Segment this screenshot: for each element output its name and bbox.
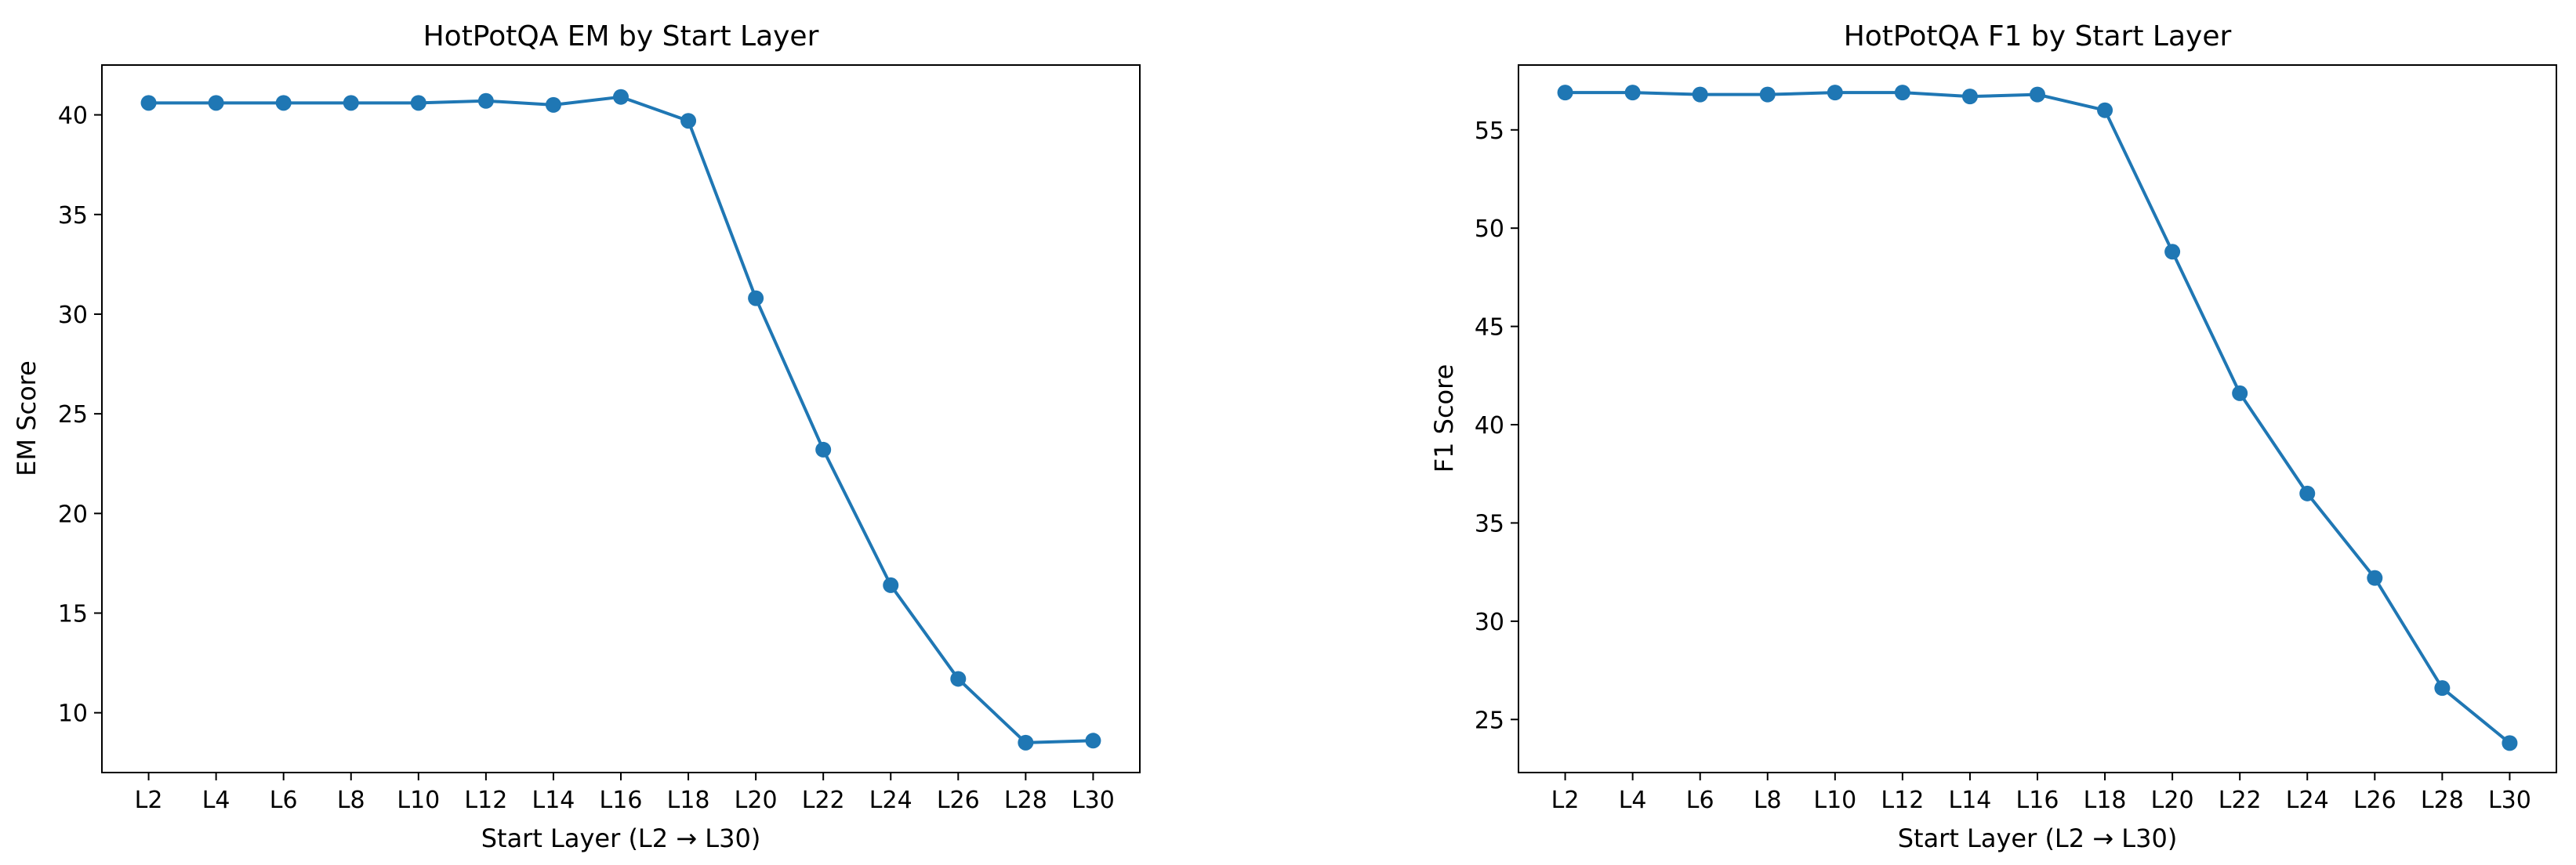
em-chart-data-point [883,577,899,593]
f1-chart-x-tick-label: L8 [1754,787,1782,814]
f1-chart-y-tick-label: 45 [1475,314,1504,342]
em-chart-title: HotPotQA EM by Start Layer [423,20,819,52]
f1-chart-x-tick-label: L20 [2151,787,2194,814]
f1-chart-data-point [1827,85,1843,101]
em-chart-markers [140,89,1101,751]
em-chart-y-tick-label: 15 [58,601,88,628]
em-chart-data-point [1018,734,1034,751]
f1-chart-x-tick-label: L4 [1619,787,1647,814]
em-chart-y-tick-label: 35 [58,202,88,230]
f1-chart-data-point [1894,85,1910,101]
f1-chart-y-tick-label: 30 [1475,609,1504,636]
em-chart-y-tick-label: 10 [58,700,88,728]
em-chart-x-tick-label: L4 [202,787,230,814]
f1-chart-x-tick-label: L10 [1813,787,1856,814]
em-chart-x-axis-label: Start Layer (L2 → L30) [481,823,761,853]
em-chart-data-point [815,441,832,458]
f1-chart-x-tick-label: L30 [2488,787,2531,814]
em-chart-data-point [275,95,292,111]
f1-chart-x-tick-label: L28 [2421,787,2464,814]
f1-chart-data-point [1624,85,1641,101]
em-chart-x-tick-label: L8 [337,787,365,814]
f1-chart-y-tick-label: 25 [1475,707,1504,734]
em-chart-y-tick-label: 40 [58,103,88,130]
f1-chart-x-tick-label: L12 [1881,787,1924,814]
em-chart-y-tick-label: 20 [58,501,88,528]
em-chart-data-point [410,95,426,111]
em-chart-data-point [748,290,764,306]
em-chart-plot-frame [101,64,1141,773]
f1-chart-x-tick-label: L2 [1551,787,1580,814]
f1-chart-y-tick-label: 55 [1475,118,1504,145]
f1-chart-title: HotPotQA F1 by Start Layer [1844,20,2232,52]
em-chart-x-tick-label: L30 [1072,787,1115,814]
f1-chart-x-tick-label: L14 [1948,787,1991,814]
f1-chart-data-point [1759,86,1776,103]
f1-chart-data-point [1557,85,1573,101]
f1-chart-plot-frame [1518,64,2557,773]
em-chart: HotPotQA EM by Start Layer Start Layer (… [12,20,1141,853]
f1-chart-x-tick-label: L26 [2353,787,2396,814]
em-chart-x-tick-label: L10 [397,787,440,814]
em-chart-y-axis-label: EM Score [12,360,42,476]
f1-chart-x-tick-label: L24 [2286,787,2329,814]
em-chart-x-tick-label: L26 [937,787,980,814]
f1-chart-ticks: L2 L4 L6 L8 L10 L12 L14 L16 L18 L20 L22 L24 L26 L28 L3… [1475,118,2531,814]
f1-chart-data-point [2232,385,2248,401]
f1-chart-y-tick-label: 35 [1475,510,1504,537]
f1-chart-y-tick-label: 50 [1475,215,1504,243]
em-chart-x-tick-label: L22 [802,787,845,814]
em-chart-x-tick-label: L24 [869,787,912,814]
em-chart-ticks: L2 L4 L6 L8 L10 L12 L14 L16 L18 L20 L22 L24 L26 L28 L3… [58,103,1115,814]
em-chart-x-tick-label: L28 [1004,787,1047,814]
em-chart-x-tick-label: L20 [735,787,778,814]
em-chart-x-tick-label: L16 [600,787,643,814]
f1-chart-data-point [2434,680,2451,697]
em-chart-data-point [680,113,697,129]
f1-chart-y-tick-label: 40 [1475,412,1504,440]
em-chart-x-tick-label: L18 [667,787,710,814]
f1-chart-x-axis-label: Start Layer (L2 → L30) [1898,823,2178,853]
em-chart-data-point [613,89,629,105]
f1-chart-data-point [1692,86,1708,103]
f1-chart: HotPotQA F1 by Start Layer Start Layer (… [1429,20,2557,853]
em-chart-x-tick-label: L12 [464,787,507,814]
em-chart-x-tick-label: L14 [532,787,575,814]
em-chart-data-point [545,96,561,113]
f1-chart-data-point [2299,485,2316,501]
em-chart-x-tick-label: L2 [135,787,163,814]
f1-chart-markers [1557,85,2518,751]
f1-chart-y-axis-label: F1 Score [1429,364,1459,473]
em-chart-x-tick-label: L6 [270,787,298,814]
em-chart-data-point [343,95,359,111]
f1-chart-data-point [1961,89,1978,105]
f1-chart-x-tick-label: L16 [2016,787,2059,814]
f1-chart-x-tick-label: L18 [2084,787,2127,814]
em-chart-data-point [1085,733,1101,749]
f1-chart-data-point [2164,244,2181,260]
em-chart-data-point [477,92,494,109]
em-chart-data-point [208,95,224,111]
em-chart-y-tick-label: 25 [58,401,88,429]
f1-chart-data-point [2367,570,2383,586]
f1-chart-x-tick-label: L6 [1686,787,1714,814]
f1-chart-data-point [2097,102,2113,118]
f1-chart-data-point [2030,86,2045,103]
f1-chart-data-point [2502,735,2518,751]
em-chart-y-tick-label: 30 [58,302,88,329]
f1-chart-x-tick-label: L22 [2219,787,2262,814]
em-chart-data-point [950,671,967,687]
em-chart-data-point [140,95,157,111]
